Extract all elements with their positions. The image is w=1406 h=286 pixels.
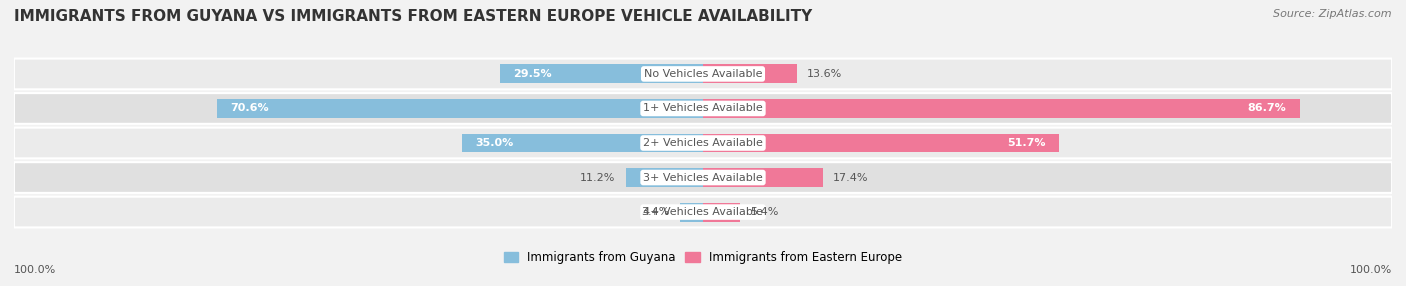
Bar (703, 99, 1301, 118)
Text: 100.0%: 100.0% (1350, 265, 1392, 275)
FancyBboxPatch shape (14, 162, 1392, 193)
Text: 70.6%: 70.6% (231, 104, 269, 114)
Bar (703, 64, 797, 84)
Text: 35.0%: 35.0% (475, 138, 515, 148)
Text: 3+ Vehicles Available: 3+ Vehicles Available (643, 172, 763, 182)
Text: 3.4%: 3.4% (641, 207, 669, 217)
Text: IMMIGRANTS FROM GUYANA VS IMMIGRANTS FROM EASTERN EUROPE VEHICLE AVAILABILITY: IMMIGRANTS FROM GUYANA VS IMMIGRANTS FRO… (14, 9, 813, 23)
Text: 2+ Vehicles Available: 2+ Vehicles Available (643, 138, 763, 148)
FancyBboxPatch shape (14, 128, 1392, 158)
Bar (626, 168, 703, 187)
Bar (703, 168, 823, 187)
FancyBboxPatch shape (14, 197, 1392, 227)
Text: 13.6%: 13.6% (807, 69, 842, 79)
Text: 5.4%: 5.4% (751, 207, 779, 217)
Legend: Immigrants from Guyana, Immigrants from Eastern Europe: Immigrants from Guyana, Immigrants from … (499, 247, 907, 269)
FancyBboxPatch shape (14, 59, 1392, 89)
Bar (499, 64, 703, 84)
Text: 51.7%: 51.7% (1007, 138, 1046, 148)
Bar (703, 134, 1059, 152)
Text: 11.2%: 11.2% (581, 172, 616, 182)
Bar (679, 202, 703, 222)
Text: No Vehicles Available: No Vehicles Available (644, 69, 762, 79)
Bar (703, 202, 740, 222)
Text: 29.5%: 29.5% (513, 69, 553, 79)
Text: 17.4%: 17.4% (834, 172, 869, 182)
Text: 4+ Vehicles Available: 4+ Vehicles Available (643, 207, 763, 217)
FancyBboxPatch shape (14, 93, 1392, 124)
Bar (217, 99, 703, 118)
Text: 1+ Vehicles Available: 1+ Vehicles Available (643, 104, 763, 114)
Text: Source: ZipAtlas.com: Source: ZipAtlas.com (1274, 9, 1392, 19)
Text: 100.0%: 100.0% (14, 265, 56, 275)
Bar (461, 134, 703, 152)
Text: 86.7%: 86.7% (1247, 104, 1286, 114)
